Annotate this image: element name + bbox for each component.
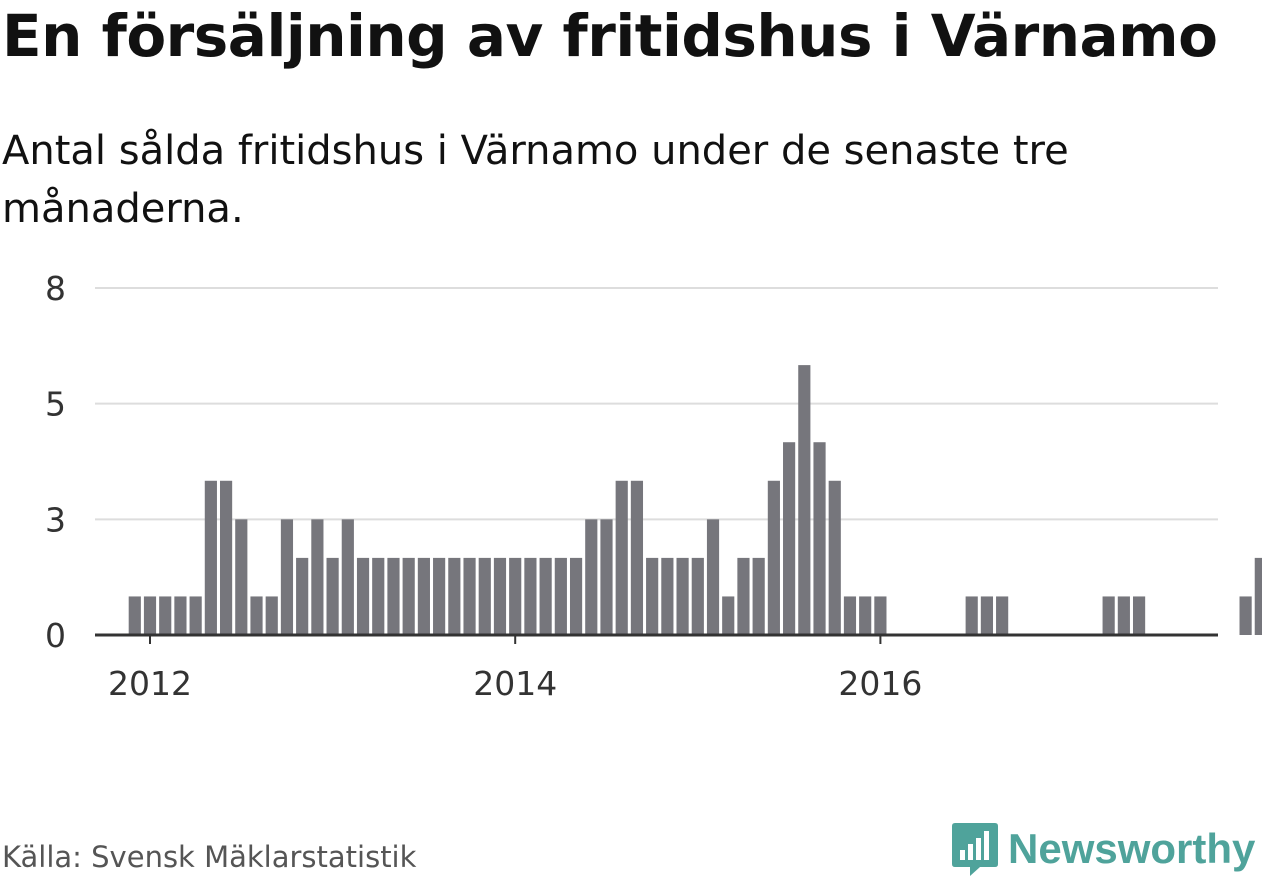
bar xyxy=(996,596,1009,635)
bar xyxy=(280,519,294,635)
y-tick-label: 3 xyxy=(45,500,66,539)
bar xyxy=(569,557,583,635)
bar xyxy=(1254,557,1262,635)
chart-subtitle: Antal sålda fritidshus i Värnamo under d… xyxy=(2,128,1069,232)
bar xyxy=(722,596,735,635)
newsworthy-logo-icon xyxy=(952,823,998,876)
bar xyxy=(798,365,811,635)
source-note: Källa: Svensk Mäklarstatistik xyxy=(2,840,417,874)
bar xyxy=(600,519,613,635)
y-tick-label: 0 xyxy=(45,616,66,655)
bar xyxy=(676,557,689,635)
bar xyxy=(1117,596,1130,635)
bar xyxy=(585,519,598,635)
bar xyxy=(326,557,339,635)
bar xyxy=(752,557,765,635)
bar xyxy=(828,480,841,635)
bar xyxy=(554,557,567,635)
bar xyxy=(615,480,628,635)
chart-title: En försäljning av fritidshus i Värnamo xyxy=(2,2,1218,70)
bar xyxy=(402,557,415,635)
bar xyxy=(433,557,446,635)
bar xyxy=(706,519,720,635)
bar xyxy=(646,557,659,635)
bar xyxy=(1239,596,1252,635)
bar xyxy=(311,519,324,635)
bar xyxy=(1102,596,1115,635)
bar xyxy=(356,557,370,635)
bar xyxy=(189,596,202,635)
bar xyxy=(980,596,994,635)
bar xyxy=(219,480,233,635)
bar xyxy=(448,557,461,635)
bar xyxy=(737,557,750,635)
bar xyxy=(463,557,476,635)
bar xyxy=(174,596,187,635)
bar xyxy=(372,557,385,635)
bar xyxy=(265,596,278,635)
bar xyxy=(859,596,872,635)
bar xyxy=(417,557,430,635)
bar xyxy=(128,596,141,635)
bar xyxy=(539,557,552,635)
bar xyxy=(387,557,400,635)
bar xyxy=(250,596,263,635)
bar xyxy=(509,557,522,635)
newsworthy-logo[interactable]: Newsworthy xyxy=(950,818,1255,880)
y-tick-label: 5 xyxy=(45,385,66,424)
bar xyxy=(143,596,157,635)
bar xyxy=(341,519,354,635)
bar xyxy=(965,596,978,635)
bar xyxy=(296,557,309,635)
bar xyxy=(813,442,826,635)
bar xyxy=(661,557,674,635)
bar xyxy=(524,557,537,635)
x-tick-label: 2016 xyxy=(838,664,922,703)
bar xyxy=(783,442,796,635)
bar xyxy=(235,519,248,635)
x-tick-label: 2014 xyxy=(473,664,557,703)
brand-name: Newsworthy xyxy=(1008,825,1256,872)
bar xyxy=(767,480,780,635)
bar xyxy=(478,557,491,635)
bar xyxy=(691,557,704,635)
bar xyxy=(204,480,217,635)
y-tick-label: 8 xyxy=(45,269,66,308)
bar xyxy=(493,557,507,635)
x-tick-label: 2012 xyxy=(108,664,192,703)
bar xyxy=(159,596,172,635)
bar xyxy=(1132,596,1146,635)
bar xyxy=(874,596,887,635)
bar xyxy=(630,480,644,635)
bar-chart: 03581201220142016201920212023 xyxy=(45,269,1262,703)
bar xyxy=(843,596,857,635)
